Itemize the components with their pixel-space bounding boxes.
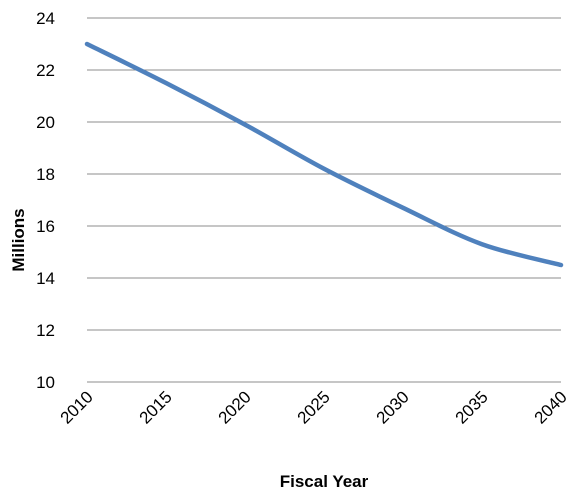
y-tick-label: 12 — [36, 321, 55, 340]
y-tick-label: 10 — [36, 373, 55, 392]
series-layer — [84, 41, 564, 268]
y-tick-label: 24 — [36, 9, 55, 28]
series-line-0 — [84, 41, 564, 268]
y-axis-ticks: 10 12 14 16 18 20 22 24 — [36, 9, 55, 392]
x-tick-label: 2030 — [373, 387, 413, 427]
x-tick-label: 2015 — [136, 387, 176, 427]
y-tick-label: 20 — [36, 113, 55, 132]
x-tick-label: 2040 — [531, 387, 566, 427]
x-axis-ticks: 2010 2015 2020 2025 2030 2035 2040 — [57, 387, 566, 427]
y-axis-title: Millions — [9, 208, 28, 271]
x-axis-title: Fiscal Year — [280, 472, 369, 491]
y-tick-label: 14 — [36, 269, 55, 288]
gridlines — [87, 17, 561, 383]
x-tick-label: 2020 — [215, 387, 255, 427]
y-tick-label: 16 — [36, 217, 55, 236]
x-tick-label: 2025 — [294, 387, 334, 427]
y-tick-label: 18 — [36, 165, 55, 184]
y-tick-label: 22 — [36, 61, 55, 80]
x-tick-label: 2035 — [452, 387, 492, 427]
x-tick-label: 2010 — [57, 387, 97, 427]
